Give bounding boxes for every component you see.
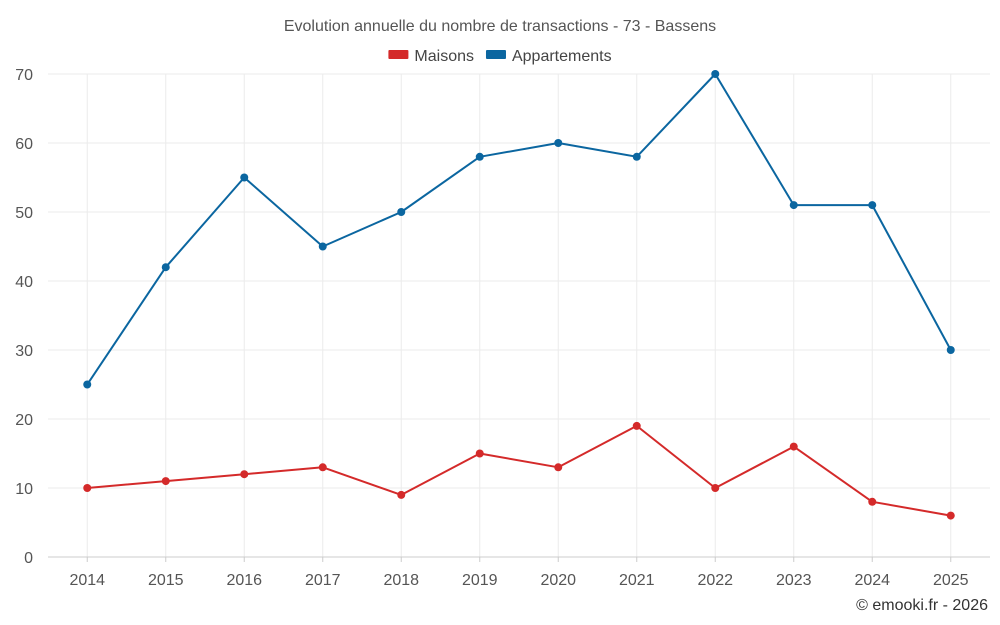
- data-point-appartements[interactable]: [397, 208, 406, 216]
- y-tick-label: 70: [15, 67, 33, 84]
- data-point-appartements[interactable]: [161, 263, 170, 272]
- data-point-maisons[interactable]: [789, 442, 798, 451]
- data-point-appartements[interactable]: [318, 242, 327, 251]
- data-point-maisons[interactable]: [554, 463, 563, 472]
- x-tick-label: 2022: [697, 572, 733, 589]
- data-point-appartements[interactable]: [554, 139, 563, 147]
- data-point-appartements[interactable]: [632, 152, 641, 161]
- data-point-maisons[interactable]: [397, 490, 406, 499]
- x-tick-label: 2017: [305, 572, 341, 589]
- x-tick-label: 2015: [148, 572, 184, 589]
- data-point-maisons[interactable]: [946, 511, 955, 520]
- data-point-appartements[interactable]: [240, 173, 249, 182]
- series-lines: [86, 73, 952, 517]
- data-point-maisons[interactable]: [161, 477, 170, 486]
- x-tick-label: 2016: [226, 572, 262, 589]
- legend-swatch-maisons: [388, 50, 409, 59]
- series-line-maisons: [87, 424, 951, 517]
- y-axis: 0 10 20 30 40 50 60 70: [15, 67, 33, 567]
- x-tick-label: 2014: [69, 572, 105, 589]
- data-point-maisons[interactable]: [475, 449, 484, 458]
- data-point-maisons[interactable]: [711, 484, 720, 492]
- legend-item-maisons[interactable]: Maisons: [388, 48, 474, 65]
- x-tick-label: 2021: [619, 572, 655, 589]
- x-tick-label: 2023: [776, 572, 812, 589]
- x-tick-label: 2024: [854, 572, 890, 589]
- y-tick-label: 20: [15, 412, 33, 429]
- x-tick-label: 2018: [383, 572, 419, 589]
- y-tick-label: 10: [15, 481, 33, 498]
- data-point-appartements[interactable]: [83, 380, 92, 389]
- data-point-appartements[interactable]: [475, 152, 484, 161]
- data-point-maisons[interactable]: [240, 470, 249, 479]
- grid: [48, 73, 990, 557]
- data-point-appartements[interactable]: [789, 201, 798, 210]
- copyright-text: © emooki.fr - 2026: [856, 597, 988, 614]
- y-tick-label: 0: [24, 550, 33, 567]
- x-axis: 2014 2015 2016 2017 2018 2019 2020 2021 2022 2023…: [48, 556, 990, 589]
- data-point-maisons[interactable]: [632, 421, 641, 430]
- data-point-maisons[interactable]: [83, 484, 92, 492]
- series-line-appartements: [86, 73, 952, 386]
- y-tick-label: 40: [15, 274, 33, 291]
- data-point-maisons[interactable]: [318, 463, 327, 472]
- series-points: [83, 70, 955, 520]
- y-tick-label: 50: [15, 205, 33, 222]
- data-point-appartements[interactable]: [868, 201, 877, 210]
- legend-label-maisons: Maisons: [414, 48, 474, 65]
- legend-label-appartements: Appartements: [512, 48, 612, 65]
- data-point-appartements[interactable]: [946, 346, 955, 354]
- x-tick-label: 2020: [540, 572, 576, 589]
- legend-swatch-appartements: [485, 50, 506, 59]
- chart-title: Evolution annuelle du nombre de transact…: [284, 18, 716, 35]
- x-tick-label: 2025: [933, 572, 969, 589]
- data-point-maisons[interactable]: [868, 497, 877, 506]
- data-point-appartements[interactable]: [711, 70, 720, 78]
- x-tick-label: 2019: [462, 572, 498, 589]
- y-tick-label: 30: [15, 343, 33, 360]
- y-tick-label: 60: [15, 136, 33, 153]
- legend: Maisons Appartements: [388, 48, 612, 65]
- legend-item-appartements[interactable]: Appartements: [485, 48, 612, 65]
